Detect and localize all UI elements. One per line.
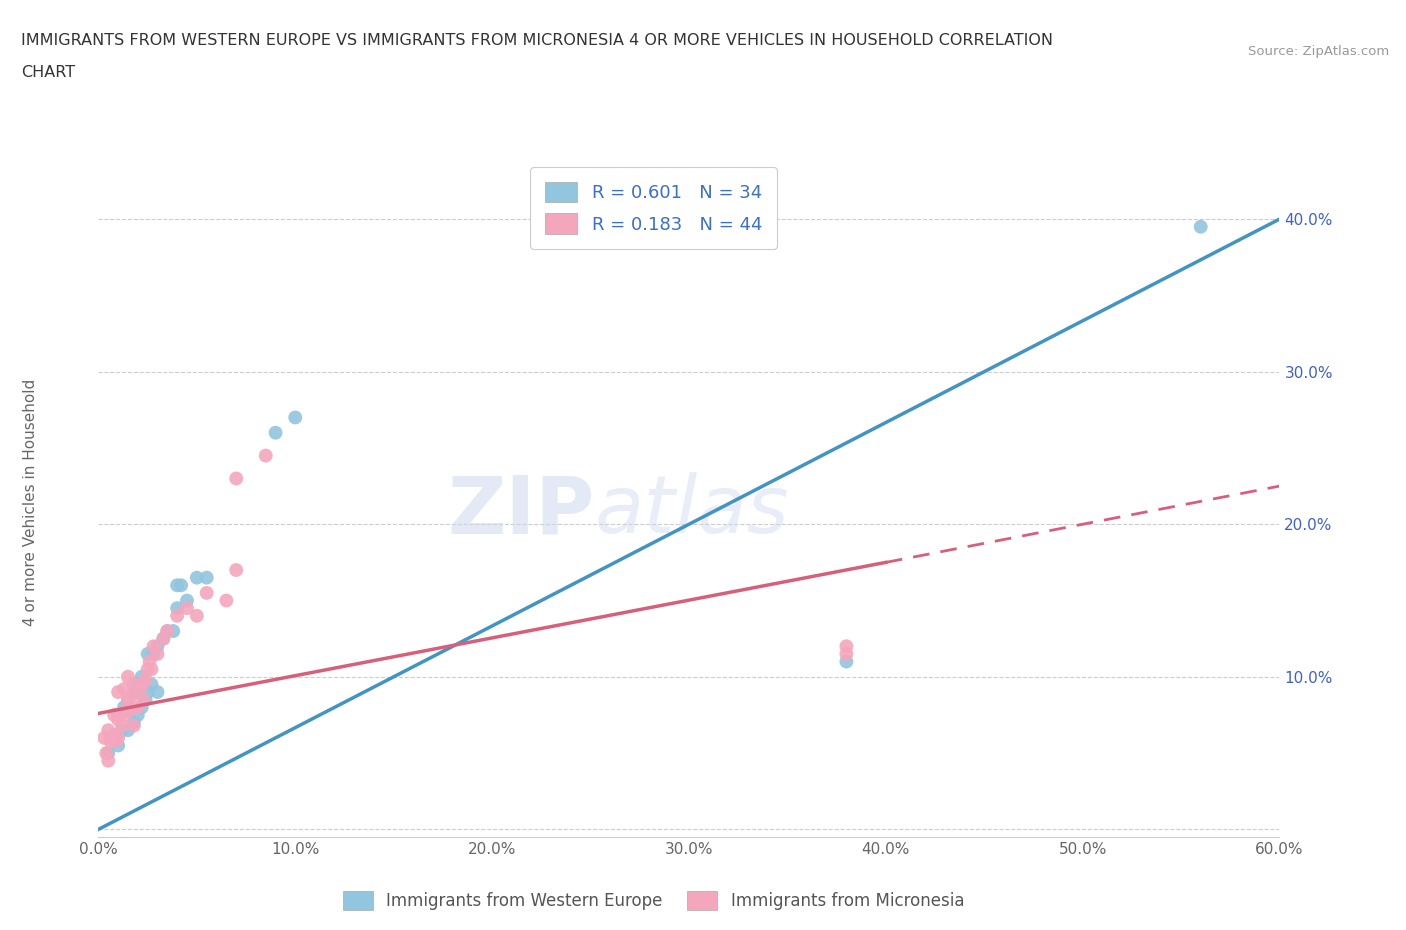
Point <box>118 703 141 718</box>
Point <box>152 631 174 646</box>
Point <box>131 677 153 692</box>
Point <box>136 646 159 661</box>
Point <box>103 708 125 723</box>
Point <box>135 672 157 687</box>
Point <box>195 570 218 585</box>
Text: IMMIGRANTS FROM WESTERN EUROPE VS IMMIGRANTS FROM MICRONESIA 4 OR MORE VEHICLES : IMMIGRANTS FROM WESTERN EUROPE VS IMMIGR… <box>21 33 1053 47</box>
Point <box>132 692 155 707</box>
Point <box>117 723 139 737</box>
Point <box>186 570 208 585</box>
Point <box>103 730 125 745</box>
Point <box>115 703 138 718</box>
Point <box>127 677 149 692</box>
Point <box>152 631 174 646</box>
Point <box>146 684 169 699</box>
Point <box>111 718 134 733</box>
Point <box>122 677 145 692</box>
Point <box>176 601 198 616</box>
Point <box>156 624 179 639</box>
Point <box>131 670 153 684</box>
Point <box>98 734 121 749</box>
Point <box>176 593 198 608</box>
Point <box>107 712 129 727</box>
Point <box>166 578 188 592</box>
Legend: Immigrants from Western Europe, Immigrants from Micronesia: Immigrants from Western Europe, Immigran… <box>336 884 972 917</box>
Point <box>166 608 188 623</box>
Point <box>112 700 135 715</box>
Point <box>166 601 188 616</box>
Point <box>128 682 150 697</box>
Point <box>111 723 134 737</box>
Point <box>835 639 858 654</box>
Point <box>107 730 129 745</box>
Point <box>136 662 159 677</box>
Point <box>103 727 125 742</box>
Point <box>112 708 135 723</box>
Point <box>225 563 247 578</box>
Point <box>170 578 193 592</box>
Point <box>97 753 120 768</box>
Point <box>122 715 145 730</box>
Text: Source: ZipAtlas.com: Source: ZipAtlas.com <box>1249 45 1389 58</box>
Point <box>117 670 139 684</box>
Text: 4 or more Vehicles in Household: 4 or more Vehicles in Household <box>24 379 38 626</box>
Point <box>112 682 135 697</box>
Point <box>284 410 307 425</box>
Point <box>122 684 145 699</box>
Point <box>107 708 129 723</box>
Point <box>138 654 160 669</box>
Point <box>97 723 120 737</box>
Point <box>135 692 157 707</box>
Point <box>96 746 118 761</box>
Text: atlas: atlas <box>595 472 789 551</box>
Point <box>127 708 149 723</box>
Point <box>142 639 165 654</box>
Point <box>1189 219 1212 234</box>
Point <box>264 425 287 440</box>
Point <box>117 692 139 707</box>
Text: CHART: CHART <box>21 65 75 80</box>
Point <box>186 608 208 623</box>
Point <box>105 734 128 749</box>
Point <box>93 730 115 745</box>
Point <box>254 448 277 463</box>
Point <box>97 746 120 761</box>
Point <box>142 646 165 661</box>
Point <box>136 684 159 699</box>
Point <box>215 593 238 608</box>
Point <box>835 654 858 669</box>
Point <box>122 718 145 733</box>
Point <box>141 677 163 692</box>
Point <box>162 624 184 639</box>
Point <box>141 662 163 677</box>
Point <box>127 700 149 715</box>
Point <box>835 646 858 661</box>
Point <box>107 684 129 699</box>
Point <box>146 639 169 654</box>
Point <box>195 586 218 601</box>
Point <box>131 700 153 715</box>
Point <box>146 646 169 661</box>
Text: ZIP: ZIP <box>447 472 595 551</box>
Point <box>117 692 139 707</box>
Point <box>101 730 124 745</box>
Point <box>225 471 247 485</box>
Point <box>156 624 179 639</box>
Point <box>107 738 129 753</box>
Point <box>121 687 143 702</box>
